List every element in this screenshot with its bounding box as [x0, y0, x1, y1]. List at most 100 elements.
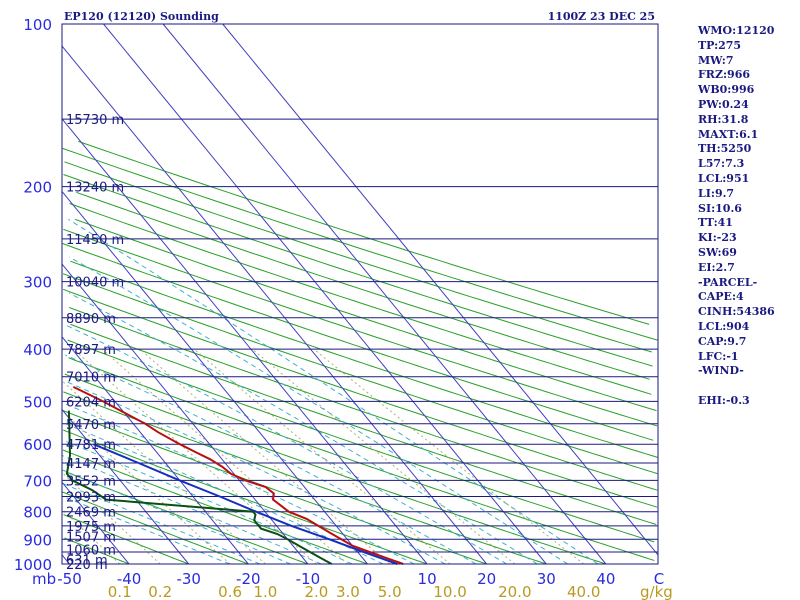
mixing-ratio-line-20 [251, 348, 516, 565]
dry-adiabats [61, 140, 659, 565]
temperature-tick-label: 10 [418, 570, 437, 588]
index-line: MAXT:6.1 [698, 127, 759, 141]
isotherm-50 [222, 23, 659, 556]
temperature-tick-label: -30 [176, 570, 201, 588]
isotherm--50 [61, 554, 70, 565]
chart-background-grid [61, 23, 659, 565]
mixing-ratio-unit-label: g/kg [640, 583, 673, 600]
height-label: 3552 m [66, 474, 116, 489]
pressure-tick-label: 900 [23, 531, 52, 549]
index-line: MW:7 [698, 53, 734, 67]
height-label: 15730 m [66, 113, 124, 128]
mixing-ratio-tick-label: 20.0 [498, 583, 531, 600]
dry-adiabat-170 [63, 174, 653, 367]
index-line: -PARCEL- [698, 275, 758, 289]
valid-time: 1100Z 23 DEC 25 [548, 10, 655, 23]
index-line: PW:0.24 [698, 97, 749, 111]
index-line: TP:275 [698, 38, 742, 52]
plot-frame [61, 23, 659, 565]
index-line: LCL:951 [698, 171, 750, 185]
temperature-tick-label: 0 [363, 570, 373, 588]
mixing-ratio-tick-label: 2.0 [304, 583, 328, 600]
pressure-ticks: 100 200 300 400 500 600 700 800 900 1000 [14, 16, 52, 574]
temperature-tick-label: 20 [477, 570, 496, 588]
index-line: CAP:9.7 [698, 334, 747, 348]
isotherm-40 [162, 23, 607, 565]
moist-adiabat--10 [62, 469, 291, 565]
height-label: 5470 m [66, 418, 116, 433]
dry-adiabat-40 [64, 373, 607, 565]
index-line: SW:69 [698, 245, 737, 259]
mixing-ratio-line-0.6 [63, 412, 231, 565]
index-line: FRZ:966 [698, 68, 751, 82]
isotherm--10 [61, 263, 309, 565]
mixing-ratio-tick-label: 10.0 [433, 583, 466, 600]
height-label: 10040 m [66, 276, 124, 291]
dry-adiabat-70 [70, 323, 657, 525]
pressure-tick-label: 300 [23, 274, 52, 292]
pressure-tick-label: 700 [23, 472, 52, 490]
index-line: RH:31.8 [698, 112, 749, 126]
moist-adiabat-0 [62, 439, 353, 565]
index-line: SI:10.6 [698, 201, 742, 215]
index-line: -WIND- [698, 364, 744, 378]
dry-adiabat-80 [69, 307, 658, 508]
index-line: EI:2.7 [698, 260, 735, 274]
stability-indices-panel: WMO:12120 TP:275 MW:7 FRZ:966 WB0:996 PW:0.24… [698, 24, 775, 409]
moist-adiabat--20 [63, 496, 230, 565]
index-line: LI:9.7 [698, 186, 735, 200]
isobars [62, 23, 658, 565]
dry-adiabat-160 [76, 191, 650, 380]
isotherm--40 [61, 481, 130, 565]
index-line: CAPE:4 [698, 290, 744, 304]
dry-adiabat-120 [62, 243, 654, 441]
dry-adiabat-30 [63, 391, 547, 565]
isotherm--30 [61, 409, 190, 565]
height-label: 13240 m [66, 181, 124, 196]
dry-adiabat-190 [62, 147, 658, 341]
height-label: 2993 m [66, 491, 116, 506]
pressure-tick-label: 200 [23, 179, 52, 197]
dry-adiabat-60 [67, 339, 655, 543]
pressure-tick-label: 400 [23, 341, 52, 359]
moist-adiabat-35 [68, 256, 568, 565]
pressure-tick-label: 100 [23, 16, 52, 34]
height-label: 7010 m [66, 371, 116, 386]
mixing-ratio-line-1 [62, 381, 266, 565]
mixing-ratio-tick-label: 0.1 [108, 583, 132, 600]
dry-adiabat--40 [64, 537, 130, 565]
dry-adiabat-200 [78, 140, 650, 325]
height-label: 1060 m [66, 544, 116, 559]
dry-adiabat-180 [64, 161, 652, 353]
height-label: 1975 m [66, 520, 116, 535]
temperature-tick-label: 40 [596, 570, 615, 588]
temperature-tick-label: -10 [296, 570, 321, 588]
height-label: 1507 m [66, 531, 116, 546]
index-line: WB0:996 [698, 83, 755, 97]
height-label: 2469 m [66, 506, 116, 521]
mixing-ratio-tick-label: 5.0 [378, 583, 402, 600]
index-line [698, 379, 775, 394]
isotherm-10 [61, 118, 428, 565]
dry-adiabat-0 [62, 449, 368, 565]
index-line: LCL:904 [698, 319, 750, 333]
index-line: TT:41 [698, 216, 733, 230]
mixing-ratio-line-0.2 [62, 473, 161, 565]
moist-adiabat-40 [68, 218, 599, 565]
temperature-ticks: -50 -40 -30 -20 -10 0 10 20 30 40 [57, 570, 615, 588]
height-label: 220 m [66, 558, 108, 573]
mixing-ratio-tick-label: 1.0 [253, 583, 277, 600]
mixing-ratio-line-5 [139, 348, 391, 565]
temperature-tick-label: 30 [537, 570, 556, 588]
mixing-ratio-line-0.1 [62, 509, 121, 565]
dry-adiabat--30 [63, 514, 189, 565]
isotherm-20 [61, 45, 488, 565]
index-line: LFC:-1 [698, 349, 739, 363]
dewpoint-line [65, 410, 333, 565]
temperature-tick-label: -40 [117, 570, 142, 588]
temperature-tick-label: -50 [57, 570, 82, 588]
mixing-ratio-tick-label: 0.2 [148, 583, 172, 600]
height-label: 7897 m [66, 343, 116, 358]
